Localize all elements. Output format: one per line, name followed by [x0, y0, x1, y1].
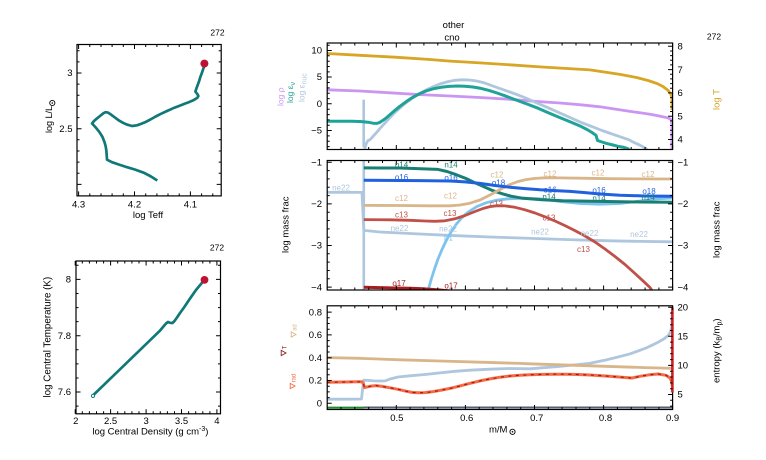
svg-text:4.2: 4.2 [128, 199, 141, 210]
svg-text:c12: c12 [444, 192, 457, 201]
svg-text:n14: n14 [444, 161, 458, 170]
svg-text:log Central Temperature (K): log Central Temperature (K) [43, 277, 54, 398]
svg-text:c13: c13 [577, 245, 590, 254]
svg-text:−3: −3 [678, 241, 689, 252]
svg-text:m/M: m/M [489, 425, 508, 436]
svg-text:o17: o17 [392, 279, 406, 288]
svg-text:2: 2 [73, 416, 78, 427]
svg-text:−5: −5 [311, 126, 322, 137]
svg-text:−4: −4 [678, 282, 689, 293]
svg-text:rad: rad [292, 374, 298, 383]
svg-text:−2: −2 [311, 199, 322, 210]
svg-text:−1: −1 [311, 158, 322, 169]
svg-text:20: 20 [678, 302, 689, 313]
svg-text:15: 15 [678, 332, 689, 343]
svg-text:o16: o16 [592, 186, 606, 195]
svg-text:3: 3 [67, 68, 72, 79]
svg-text:log mass frac: log mass frac [281, 196, 292, 253]
svg-text:log ρ: log ρ [275, 87, 285, 106]
svg-text:log εν: log εν [285, 82, 297, 104]
svg-text:10: 10 [678, 361, 689, 372]
svg-text:log Teff: log Teff [133, 210, 164, 221]
svg-text:ne22: ne22 [332, 184, 350, 193]
svg-text:entropy (kB/mp): entropy (kB/mp) [712, 318, 724, 383]
svg-text:n14: n14 [592, 194, 606, 203]
svg-text:T: T [283, 345, 289, 349]
svg-text:c12: c12 [544, 169, 557, 178]
svg-text:7.8: 7.8 [58, 331, 71, 342]
svg-text:log mass frac: log mass frac [712, 201, 723, 258]
svg-text:0.5: 0.5 [390, 413, 403, 424]
svg-text:6: 6 [678, 88, 683, 99]
svg-text:c12: c12 [395, 194, 408, 203]
svg-text:4.1: 4.1 [184, 199, 197, 210]
svg-text:log L/L: log L/L [44, 106, 54, 133]
svg-text:272: 272 [707, 32, 721, 42]
svg-text:c12: c12 [491, 171, 504, 180]
svg-text:4: 4 [214, 416, 219, 427]
svg-text:−2: −2 [678, 199, 689, 210]
svg-text:4.3: 4.3 [72, 199, 85, 210]
svg-text:0: 0 [317, 99, 322, 110]
svg-text:c13: c13 [395, 210, 408, 219]
svg-text:−3: −3 [311, 241, 322, 252]
svg-text:0.4: 0.4 [309, 353, 322, 364]
svg-text:5: 5 [678, 390, 683, 401]
svg-text:o18: o18 [642, 187, 656, 196]
svg-text:4: 4 [678, 135, 683, 146]
svg-text:ne22: ne22 [439, 225, 457, 234]
svg-text:c13: c13 [444, 209, 457, 218]
svg-text:ne22: ne22 [630, 230, 648, 239]
svg-text:0.8: 0.8 [309, 307, 322, 318]
svg-text:ne22: ne22 [531, 227, 549, 236]
svg-text:n14: n14 [542, 193, 556, 202]
svg-text:n14: n14 [641, 193, 655, 202]
svg-text:ne22: ne22 [581, 229, 599, 238]
svg-text:2.5: 2.5 [59, 124, 72, 135]
svg-text:3.5: 3.5 [175, 416, 188, 427]
svg-text:5: 5 [317, 72, 322, 83]
svg-text:c12: c12 [642, 170, 655, 179]
svg-text:10: 10 [311, 46, 322, 57]
svg-text:h1: h1 [444, 233, 453, 242]
svg-text:c13: c13 [490, 199, 503, 208]
svg-text:0.6: 0.6 [460, 413, 473, 424]
svg-text:0.8: 0.8 [599, 413, 612, 424]
svg-text:7: 7 [678, 65, 683, 76]
svg-text:o16: o16 [543, 185, 557, 194]
svg-text:5: 5 [678, 111, 683, 122]
svg-text:0.7: 0.7 [530, 413, 543, 424]
svg-text:ne22: ne22 [391, 224, 409, 233]
svg-text:0.6: 0.6 [309, 330, 322, 341]
svg-text:o16: o16 [395, 173, 409, 182]
svg-text:log Central Density (g cm-3): log Central Density (g cm-3) [92, 426, 208, 438]
svg-text:2.5: 2.5 [104, 416, 117, 427]
svg-text:o17: o17 [444, 281, 458, 290]
svg-text:−1: −1 [678, 158, 689, 169]
svg-text:0.9: 0.9 [666, 413, 679, 424]
svg-text:−4: −4 [311, 282, 322, 293]
svg-text:0.2: 0.2 [309, 376, 322, 387]
svg-text:c13: c13 [543, 214, 556, 223]
svg-text:o18: o18 [492, 179, 506, 188]
svg-text:c12: c12 [592, 169, 605, 178]
svg-text:7.6: 7.6 [58, 387, 71, 398]
svg-text:other: other [443, 20, 465, 31]
svg-text:o16: o16 [444, 174, 458, 183]
svg-text:8: 8 [66, 275, 71, 286]
svg-text:0: 0 [317, 399, 322, 410]
svg-text:272: 272 [210, 242, 224, 252]
svg-text:3: 3 [143, 416, 148, 427]
svg-text:n14: n14 [395, 161, 409, 170]
svg-text:ad: ad [293, 324, 299, 331]
svg-text:cno: cno [444, 32, 459, 43]
svg-text:8: 8 [678, 42, 683, 53]
svg-text:272: 272 [210, 27, 224, 37]
svg-text:log T: log T [712, 89, 723, 110]
